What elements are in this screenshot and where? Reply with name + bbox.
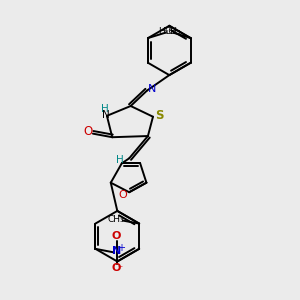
- Text: O: O: [112, 231, 121, 241]
- Text: CH₃: CH₃: [164, 27, 181, 36]
- Text: N: N: [148, 84, 157, 94]
- Text: H₃C: H₃C: [159, 27, 175, 36]
- Text: ⁻: ⁻: [118, 265, 123, 275]
- Text: O: O: [112, 263, 121, 273]
- Text: N: N: [112, 246, 122, 256]
- Text: CH₃: CH₃: [107, 214, 124, 224]
- Text: +: +: [117, 243, 125, 253]
- Text: H: H: [100, 104, 108, 114]
- Text: O: O: [83, 125, 92, 138]
- Text: N: N: [102, 110, 110, 120]
- Text: O: O: [119, 190, 128, 200]
- Text: H: H: [116, 155, 124, 165]
- Text: S: S: [155, 109, 163, 122]
